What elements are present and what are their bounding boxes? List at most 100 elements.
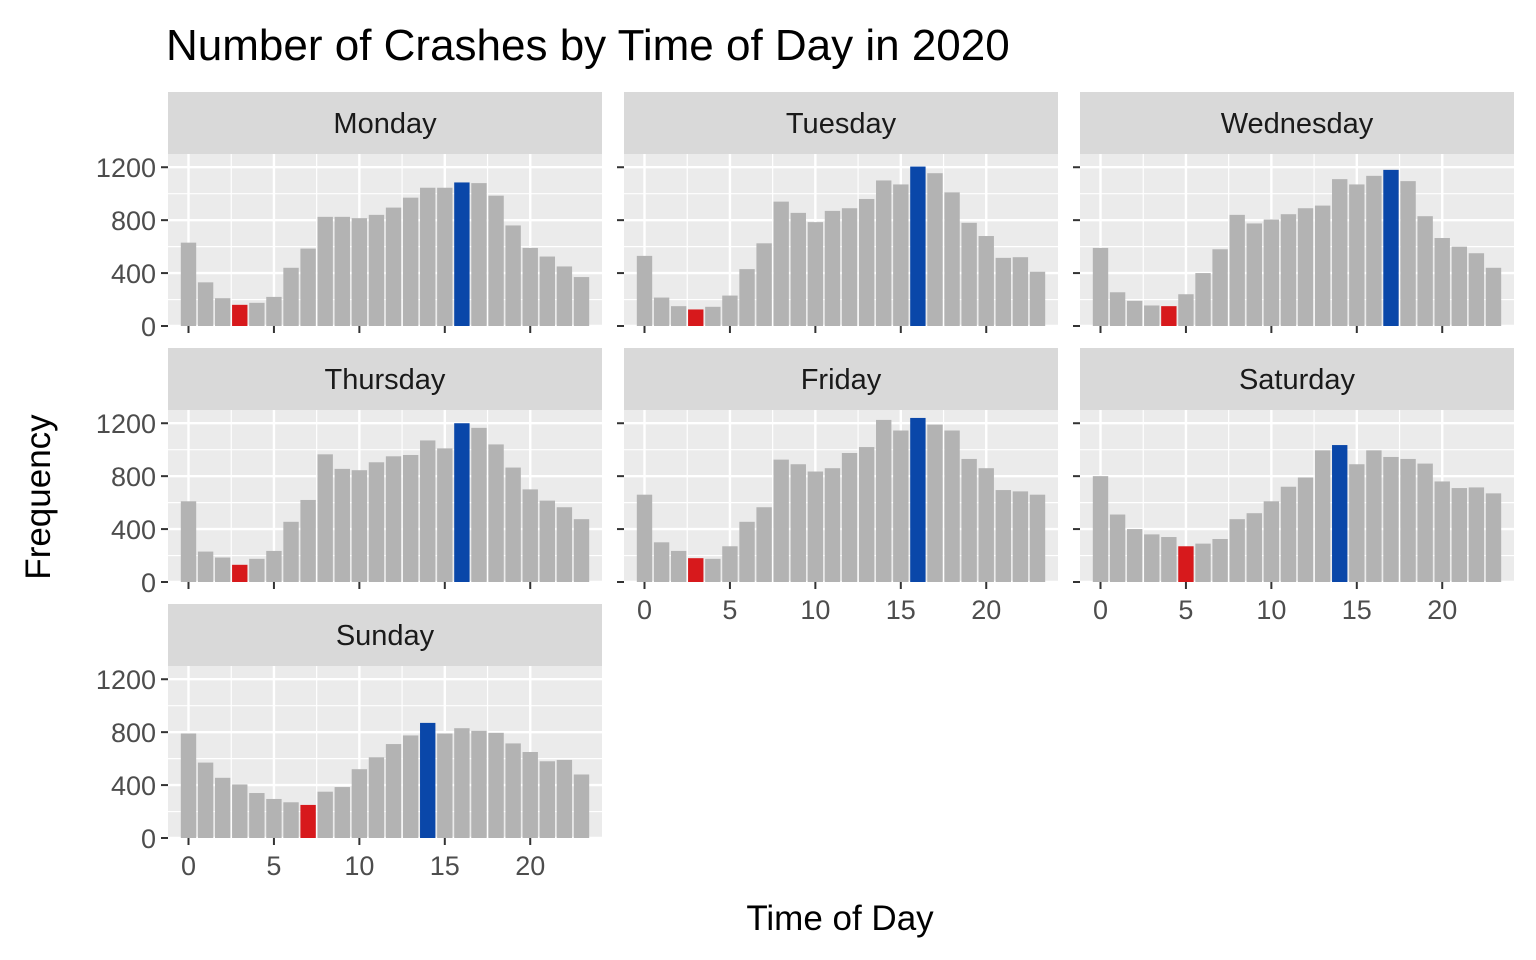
bar — [505, 467, 521, 582]
x-tick-label: 5 — [722, 595, 737, 625]
bar-max — [420, 722, 436, 838]
bar — [1029, 494, 1046, 582]
bar — [488, 732, 504, 838]
bar — [944, 430, 960, 582]
bar — [961, 222, 977, 326]
y-tick-label: 800 — [111, 206, 156, 236]
bar-min — [688, 309, 704, 326]
bar — [1349, 184, 1365, 326]
facet-strip — [1080, 348, 1514, 410]
bar — [249, 302, 265, 326]
bar — [1366, 450, 1382, 582]
bar-min — [1161, 306, 1177, 326]
bar — [368, 214, 385, 326]
bar — [1012, 257, 1029, 326]
bar — [1280, 214, 1297, 326]
bar — [1485, 267, 1502, 326]
bar — [300, 499, 316, 582]
bar-min — [300, 804, 316, 838]
bar — [773, 201, 789, 326]
bar — [1468, 487, 1485, 582]
bar — [317, 791, 333, 838]
bar — [1178, 294, 1194, 326]
bar-max — [1383, 169, 1399, 326]
bar — [1383, 456, 1399, 582]
facet-strip — [624, 92, 1058, 154]
bar — [539, 761, 556, 838]
bar-max — [910, 166, 926, 326]
bar — [1468, 253, 1485, 326]
bar — [454, 728, 470, 838]
panel-monday: Monday 0 400 800 1200 — [96, 92, 602, 342]
facet-label: Thursday — [325, 364, 446, 396]
bar — [300, 248, 316, 326]
bar — [180, 242, 197, 326]
bar — [1297, 208, 1314, 326]
bar-max — [454, 182, 470, 326]
bar — [773, 459, 789, 582]
panel-tuesday: Tuesday — [617, 92, 1058, 333]
bar — [1246, 513, 1262, 582]
bar — [573, 774, 590, 838]
bar — [722, 295, 738, 326]
x-tick-label: 10 — [344, 851, 374, 881]
bar — [1092, 247, 1109, 326]
panel-saturday: Saturday 0 5 10 15 20 — [1073, 348, 1514, 625]
bar — [351, 769, 368, 838]
bar — [1212, 249, 1228, 326]
bar — [214, 557, 231, 582]
bar — [351, 470, 368, 582]
y-tick-label: 0 — [141, 568, 156, 598]
bar — [1161, 537, 1177, 582]
bar — [1246, 223, 1262, 326]
bar — [522, 247, 538, 326]
bar-max — [1332, 445, 1348, 582]
bar — [385, 744, 402, 838]
bar — [437, 187, 453, 326]
bar — [573, 277, 590, 326]
bar — [1332, 179, 1348, 326]
bar — [1451, 246, 1468, 326]
bar — [471, 730, 487, 838]
bar — [180, 501, 197, 582]
bar — [1434, 238, 1450, 326]
x-tick-label: 15 — [1342, 595, 1372, 625]
facet-label: Tuesday — [786, 108, 897, 140]
bar-min — [232, 564, 248, 582]
bar — [1349, 464, 1365, 582]
bar — [927, 424, 943, 582]
x-tick-label: 5 — [1178, 595, 1193, 625]
bar — [1229, 519, 1245, 582]
facet-strip — [1080, 92, 1514, 154]
facet-strip — [168, 348, 602, 410]
bar — [317, 216, 333, 326]
bar — [807, 222, 824, 326]
y-tick-label: 400 — [111, 771, 156, 801]
bar — [1109, 292, 1126, 326]
bar — [420, 187, 436, 326]
bar — [1144, 305, 1160, 326]
bar — [1366, 175, 1382, 326]
bar — [232, 784, 248, 838]
bar — [471, 183, 487, 326]
bar — [790, 212, 806, 326]
bar — [1263, 501, 1280, 582]
panel-thursday: Thursday 0 400 800 1200 — [96, 348, 602, 598]
bar — [1400, 181, 1416, 326]
bar — [1126, 529, 1143, 582]
y-tick-label: 800 — [111, 462, 156, 492]
bar — [197, 762, 214, 838]
x-tick-label: 5 — [266, 851, 281, 881]
x-tick-label: 15 — [886, 595, 916, 625]
y-tick-label: 1200 — [96, 409, 156, 439]
facet-label: Friday — [801, 364, 882, 396]
facet-label: Monday — [333, 108, 437, 140]
bar — [1297, 477, 1314, 582]
x-tick-label: 20 — [1427, 595, 1457, 625]
y-axis-title: Frequency — [19, 414, 58, 580]
bar — [266, 550, 282, 582]
bar — [858, 447, 875, 582]
bar — [824, 468, 841, 582]
panel-sunday: Sunday 0 400 800 1200 0 5 10 15 20 — [96, 604, 602, 881]
facet-panels: Monday 0 400 800 1200 Tuesday Wednesday Thursda… — [96, 92, 1514, 881]
